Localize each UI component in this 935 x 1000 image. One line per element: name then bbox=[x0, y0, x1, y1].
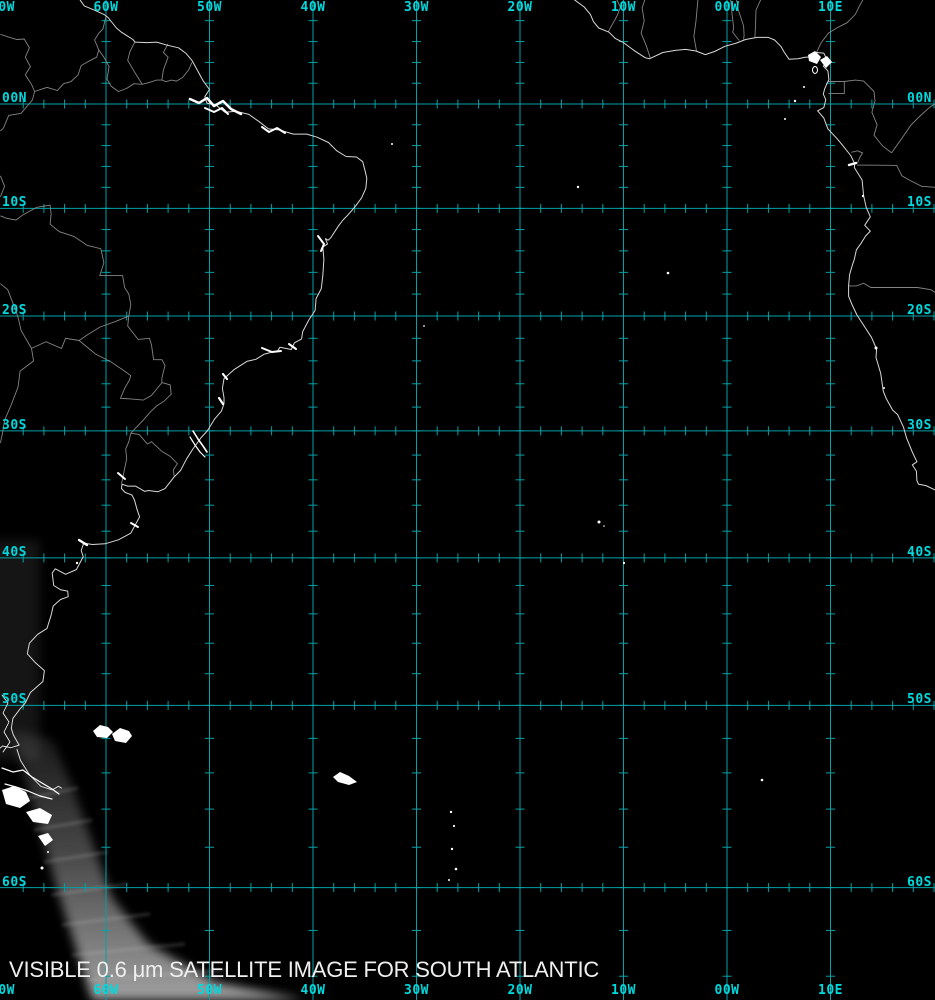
grid-label-bottom-10e: 10E bbox=[818, 983, 843, 998]
grid-label-bottom-10w: 10W bbox=[611, 983, 636, 998]
grid-label-bottom-50w: 50W bbox=[197, 983, 222, 998]
island-dot-south-sandwich-1 bbox=[449, 810, 453, 814]
island-dot-annobon bbox=[784, 118, 786, 120]
image-title: VISIBLE 0.6 μm SATELLITE IMAGE FOR SOUTH… bbox=[9, 957, 600, 982]
grid-label-bottom-70w: 70W bbox=[0, 983, 15, 998]
country-border-layer bbox=[0, 0, 935, 484]
grid-label-bottom-30w: 30W bbox=[404, 983, 429, 998]
island-dot-south-sandwich-3 bbox=[450, 847, 454, 851]
grid-label-right-30s: 30S bbox=[907, 417, 932, 433]
island-dot-st-helena bbox=[666, 271, 670, 275]
grid-label-left-60s: 60S bbox=[2, 874, 27, 890]
grid-label-top-20w: 20W bbox=[507, 0, 533, 15]
grid-label-left-20s: 20S bbox=[2, 303, 27, 319]
grid-label-left-00n: 00N bbox=[2, 91, 27, 106]
island-dot-trindade bbox=[423, 325, 425, 327]
island-dot-south-sandwich-4 bbox=[454, 867, 458, 871]
island-dot-ascension bbox=[576, 185, 580, 189]
island-dot-cloud-dot-1 bbox=[40, 866, 44, 870]
grid-label-right-20s: 20S bbox=[907, 303, 932, 319]
grid-label-top-60w: 60W bbox=[93, 0, 119, 15]
island-cloud-layer bbox=[1, 51, 885, 881]
island-dot-luderitz-bright bbox=[883, 387, 885, 389]
grid-label-left-50s: 50S bbox=[2, 692, 27, 708]
grid-label-top-10w: 10W bbox=[611, 0, 636, 15]
island-dot-bouvet bbox=[760, 778, 764, 782]
grid-label-top-70w: 70W bbox=[0, 0, 15, 15]
terminator-layer bbox=[0, 540, 305, 1000]
grid-label-left-40s: 40S bbox=[2, 544, 27, 560]
title-block: VISIBLE 0.6 μm SATELLITE IMAGE FOR SOUTH… bbox=[9, 915, 599, 1000]
grid-label-bottom-60w: 60W bbox=[93, 983, 119, 998]
grid-label-top-50w: 50W bbox=[197, 0, 222, 15]
island-dot-tristan-small bbox=[603, 525, 605, 527]
grid-label-right-50s: 50S bbox=[907, 692, 932, 708]
grid-label-top-00w: 00W bbox=[714, 0, 740, 15]
grid-label-top-10e: 10E bbox=[818, 0, 843, 15]
island-dot-sao-tome bbox=[793, 99, 797, 103]
island-dot-principe bbox=[803, 86, 805, 88]
island-dot-gough bbox=[622, 561, 626, 565]
grid-label-bottom-00w: 00W bbox=[714, 983, 740, 998]
grid-label-right-40s: 40S bbox=[907, 544, 932, 560]
grid-label-left-30s: 30S bbox=[2, 417, 27, 433]
coastline-layer bbox=[0, 0, 935, 791]
island-dot-cloud-dot-2 bbox=[47, 851, 49, 853]
grid-label-top-30w: 30W bbox=[404, 0, 429, 15]
grid-label-right-00n: 00N bbox=[907, 91, 932, 106]
island-dot-fernando-de-noronha bbox=[391, 143, 393, 145]
island-bioko bbox=[812, 66, 818, 74]
island-dot-viedma-bright bbox=[75, 561, 79, 565]
grid-label-bottom-20w: 20W bbox=[507, 983, 533, 998]
island-dot-tristan-da-cunha bbox=[597, 520, 601, 524]
island-dot-luanda-bright bbox=[861, 194, 865, 198]
grid-label-bottom-40w: 40W bbox=[300, 983, 326, 998]
grid-label-top-40w: 40W bbox=[300, 0, 326, 15]
island-dot-south-sandwich-2 bbox=[452, 824, 456, 828]
island-dot-south-sandwich-5 bbox=[448, 879, 450, 881]
grid-label-right-10s: 10S bbox=[907, 195, 932, 211]
island-dot-walvis-bay-bright bbox=[874, 346, 878, 350]
grid-label-left-10s: 10S bbox=[2, 195, 27, 211]
grid-label-right-60s: 60S bbox=[907, 874, 932, 890]
